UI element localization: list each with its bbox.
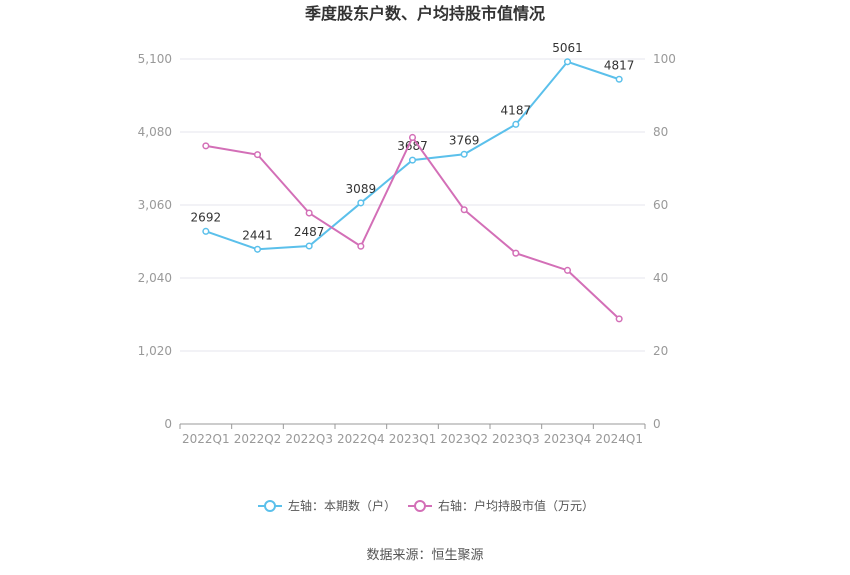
- x-tick-label: 2022Q4: [337, 432, 385, 446]
- x-tick-label: 2023Q4: [544, 432, 592, 446]
- y-left-tick-label: 0: [164, 417, 172, 431]
- data-label: 2441: [242, 228, 273, 242]
- series-right: [202, 133, 623, 323]
- data-point[interactable]: [615, 315, 623, 323]
- y-left-tick-label: 1,020: [138, 344, 172, 358]
- x-tick-label: 2024Q1: [595, 432, 643, 446]
- data-label: 3769: [449, 133, 480, 147]
- y-right-tick-label: 40: [653, 271, 668, 285]
- x-tick-label: 2022Q3: [285, 432, 333, 446]
- data-point[interactable]: [305, 209, 313, 217]
- legend-label: 右轴：户均持股市值（万元）: [438, 498, 594, 513]
- x-tick-label: 2022Q2: [234, 432, 282, 446]
- series-line: [205, 60, 620, 251]
- y-right-tick-label: 0: [653, 417, 661, 431]
- data-label: 5061: [552, 41, 583, 55]
- y-left-tick-label: 3,060: [138, 198, 172, 212]
- data-label: 4817: [604, 58, 635, 72]
- x-tick-label: 2023Q3: [492, 432, 540, 446]
- x-tick-label: 2022Q1: [182, 432, 230, 446]
- y-right-tick-label: 60: [653, 198, 668, 212]
- legend: 左轴：本期数（户） 右轴：户均持股市值（万元）: [258, 498, 594, 513]
- x-tick-label: 2023Q2: [440, 432, 488, 446]
- y-left-tick-label: 5,100: [138, 52, 172, 66]
- data-point[interactable]: [357, 199, 365, 207]
- x-tick-label: 2023Q1: [389, 432, 437, 446]
- legend-swatch-marker: [414, 500, 426, 512]
- data-point[interactable]: [408, 133, 417, 142]
- data-label: 3089: [346, 182, 377, 196]
- legend-item[interactable]: 左轴：本期数（户）: [258, 498, 396, 513]
- y-right-tick-label: 20: [653, 344, 668, 358]
- data-point[interactable]: [460, 150, 468, 158]
- data-point[interactable]: [305, 242, 313, 250]
- data-point[interactable]: [563, 58, 572, 66]
- data-point[interactable]: [460, 206, 468, 214]
- data-point[interactable]: [202, 227, 210, 235]
- axes: 0 1,020 2,040 3,060 4,080 5,100 0 20 40 60 80 100 20…: [138, 52, 676, 446]
- data-label: 4187: [501, 103, 532, 117]
- data-point[interactable]: [512, 120, 520, 128]
- data-point[interactable]: [408, 156, 417, 164]
- data-point[interactable]: [563, 266, 572, 274]
- chart-title: 季度股东户数、户均持股市值情况: [304, 4, 545, 23]
- y-right-tick-label: 100: [653, 52, 676, 66]
- data-point[interactable]: [253, 151, 262, 159]
- grid: [180, 58, 645, 352]
- data-point[interactable]: [202, 142, 210, 150]
- data-point[interactable]: [357, 242, 365, 250]
- source-note: 数据来源：恒生聚源: [366, 548, 483, 563]
- y-left-tick-label: 4,080: [138, 125, 172, 139]
- data-point[interactable]: [512, 249, 520, 257]
- data-label: 2487: [294, 225, 325, 239]
- data-label: 2692: [191, 210, 222, 224]
- y-right-tick-label: 80: [653, 125, 668, 139]
- legend-swatch-marker: [264, 500, 276, 512]
- data-point[interactable]: [253, 245, 262, 253]
- legend-item[interactable]: 右轴：户均持股市值（万元）: [408, 498, 594, 513]
- legend-label: 左轴：本期数（户）: [288, 498, 396, 513]
- y-left-tick-label: 2,040: [138, 271, 172, 285]
- data-point[interactable]: [615, 75, 623, 83]
